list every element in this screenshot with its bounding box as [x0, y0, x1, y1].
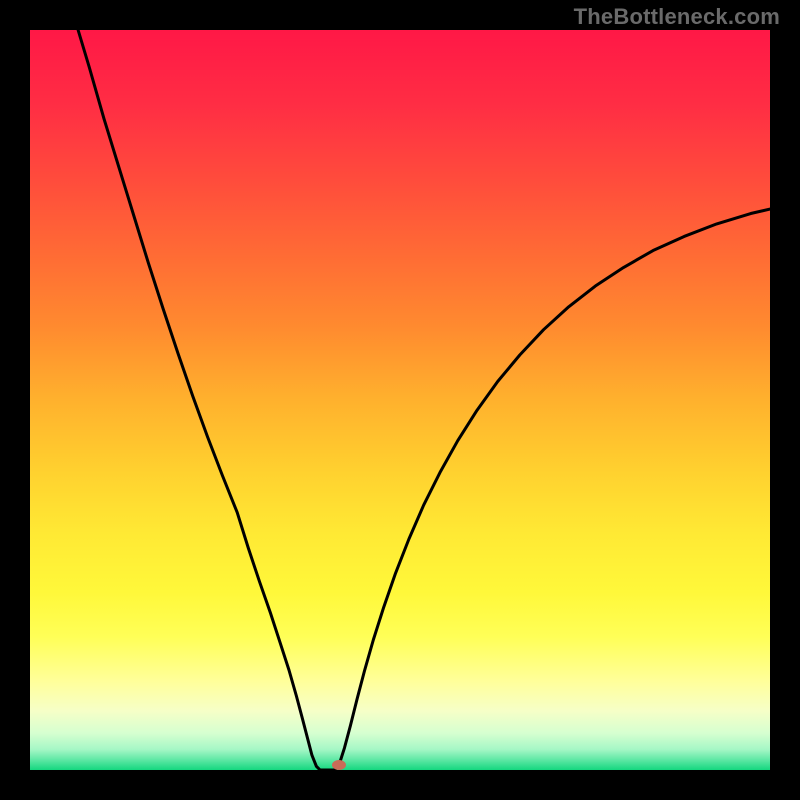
optimal-point-marker: [332, 760, 346, 770]
gradient-background: [30, 30, 770, 770]
chart-container: TheBottleneck.com: [0, 0, 800, 800]
bottleneck-curve: [30, 30, 770, 770]
plot-area: [30, 30, 770, 770]
watermark-text: TheBottleneck.com: [574, 4, 780, 30]
